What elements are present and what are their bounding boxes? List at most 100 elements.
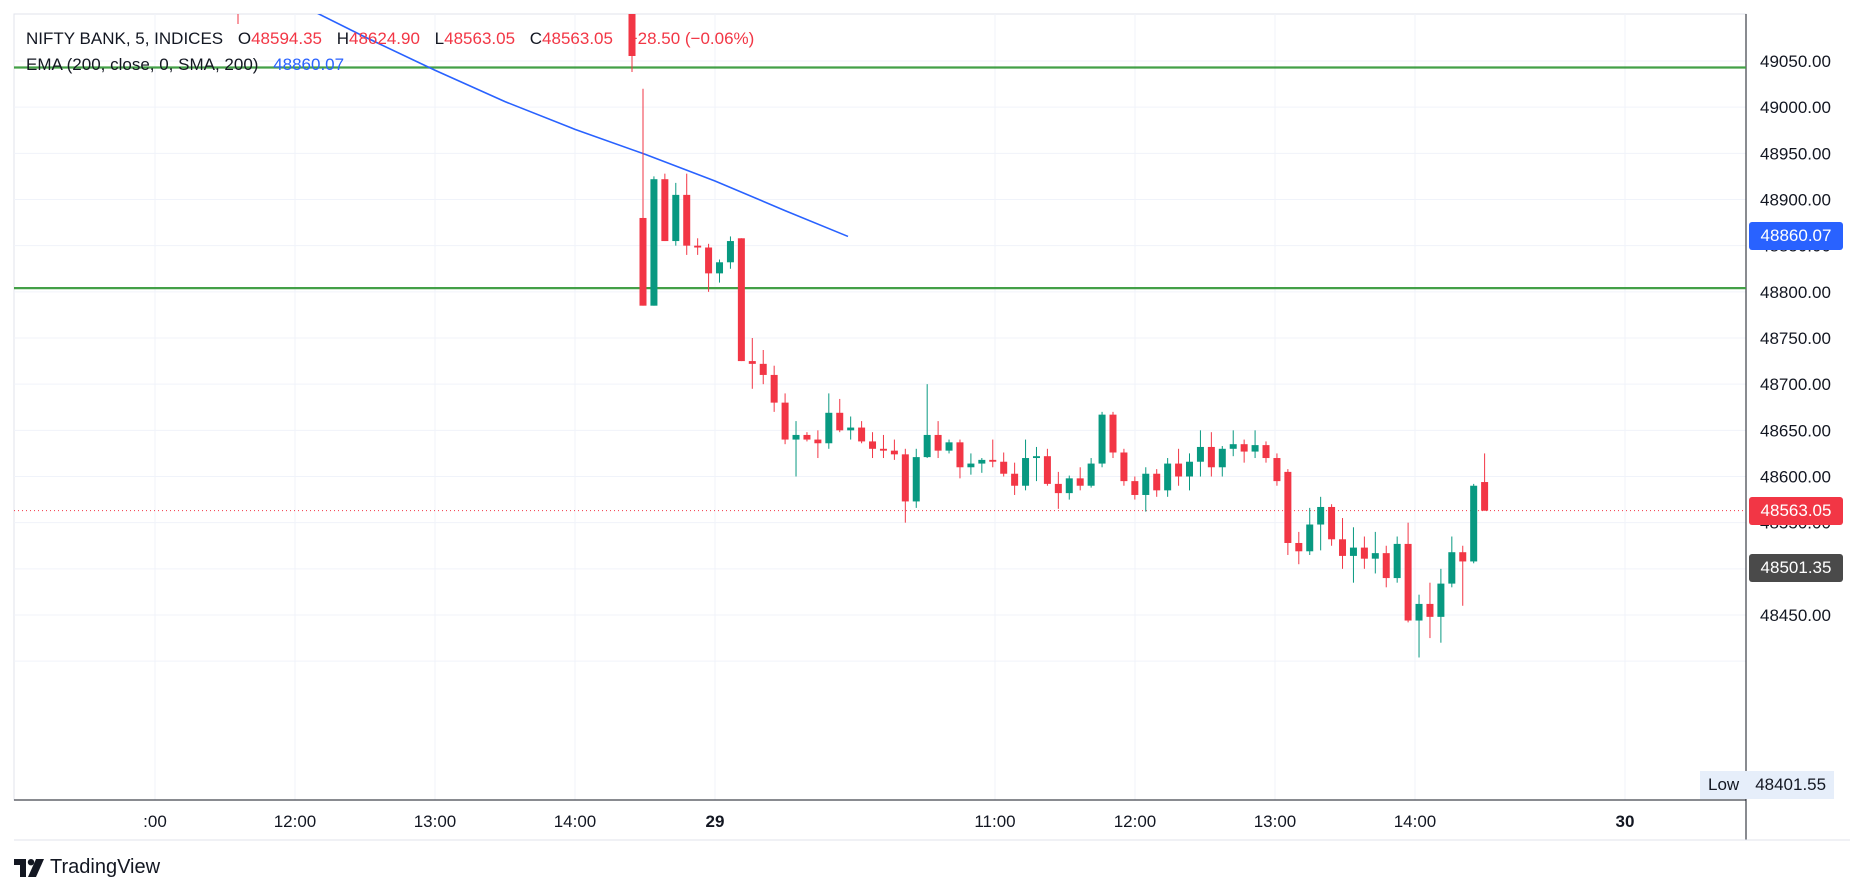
candle-body (1251, 445, 1259, 452)
candle-body (923, 434, 931, 458)
candle-body (683, 194, 691, 246)
legend-symbol[interactable]: NIFTY BANK, 5, INDICES (26, 29, 224, 48)
legend-ohlc-row: NIFTY BANK, 5, INDICES O48594.35 H48624.… (26, 26, 754, 52)
x-tick-label: 29 (706, 812, 725, 831)
x-tick-label: 14:00 (1394, 812, 1437, 831)
footer-brand[interactable]: TradingView (14, 856, 160, 879)
candle-body (748, 361, 756, 364)
crosshair-price-tag: 48501.35 (1749, 553, 1843, 582)
y-tick-label: 49000.00 (1760, 98, 1831, 117)
x-tick-label: 13:00 (1254, 812, 1297, 831)
candle-body (1426, 603, 1434, 617)
legend-low-label: L (434, 29, 445, 48)
candle-body (912, 457, 920, 502)
candle-body (869, 441, 877, 449)
legend-ema-value: 48860.07 (273, 55, 345, 74)
candle-body (1120, 452, 1128, 482)
tradingview-logo-icon (14, 858, 44, 877)
candle-body (1153, 473, 1161, 491)
candle-body (1218, 448, 1226, 468)
candle-body (989, 459, 997, 462)
legend-open-label: O (237, 29, 252, 48)
candle-body (1164, 463, 1172, 491)
candle-body (1065, 478, 1073, 494)
candle-body (1459, 552, 1467, 562)
candle-body (847, 427, 855, 431)
y-tick-label: 48650.00 (1760, 421, 1831, 440)
candle-body (1284, 471, 1292, 543)
candle-body (803, 434, 811, 440)
legend-close-label: C (529, 29, 543, 48)
candle-body (1175, 463, 1183, 477)
y-tick-label: 48900.00 (1760, 191, 1831, 210)
candle-body (1360, 547, 1368, 559)
x-tick-label: 13:00 (414, 812, 457, 831)
candle-body (1295, 542, 1303, 552)
legend: NIFTY BANK, 5, INDICES O48594.35 H48624.… (26, 26, 754, 78)
candle-body (792, 434, 800, 440)
ema-line (317, 14, 849, 238)
candle-body (1448, 552, 1456, 584)
candle-body (1415, 603, 1423, 621)
candle-body (814, 439, 822, 444)
candle-body (945, 442, 953, 451)
x-tick-label: :00 (143, 812, 167, 831)
candle-body (1076, 478, 1084, 486)
candle-body (1470, 485, 1478, 562)
y-tick-label: 48750.00 (1760, 329, 1831, 348)
candle-body (781, 402, 789, 440)
legend-open: 48594.35 (251, 29, 322, 48)
y-tick-label: 48450.00 (1760, 606, 1831, 625)
candle-body (1404, 543, 1412, 621)
x-tick-label: 12:00 (1114, 812, 1157, 831)
y-tick-label: 48600.00 (1760, 468, 1831, 487)
candle-body (1382, 553, 1390, 579)
x-tick-label: 30 (1616, 812, 1635, 831)
candle-body (705, 247, 713, 274)
low-price-tag: Low 48401.55 (1700, 771, 1835, 799)
legend-close: 48563.05 (542, 29, 613, 48)
candle-body (1393, 543, 1401, 579)
candle-body (858, 427, 866, 442)
candle-body (1109, 414, 1117, 453)
candle-body (967, 463, 975, 468)
candle-body (901, 454, 909, 502)
candle-body (1142, 473, 1150, 495)
candle-body (1317, 506, 1325, 525)
candle-body (1043, 456, 1051, 484)
candle-body (1306, 524, 1314, 552)
candle-body (1207, 446, 1215, 468)
candle-body (650, 179, 658, 306)
x-tick-label: 14:00 (554, 812, 597, 831)
candle-body (934, 434, 942, 451)
x-tick-label: 11:00 (974, 812, 1015, 831)
y-tick-label: 49050.00 (1760, 52, 1831, 71)
candles-group (237, 14, 1489, 658)
candle-body (1371, 553, 1379, 559)
candle-body (639, 217, 647, 306)
legend-ema-label[interactable]: EMA (200, close, 0, SMA, 200) (26, 55, 259, 74)
legend-high-label: H (336, 29, 350, 48)
candle-body (1262, 445, 1270, 459)
legend-change: −28.50 (−0.06%) (627, 29, 755, 48)
candle-body (1032, 456, 1040, 459)
ema-price-tag: 48860.07 (1749, 222, 1843, 251)
legend-ema-row: EMA (200, close, 0, SMA, 200) 48860.07 (26, 52, 754, 78)
candle-body (1196, 446, 1204, 462)
candle-body (1481, 482, 1489, 511)
candle-body (694, 245, 702, 248)
legend-low: 48563.05 (444, 29, 516, 48)
candle-body (1273, 458, 1281, 482)
candle-body (1437, 583, 1445, 617)
candle-body (1339, 539, 1347, 556)
candle-body (825, 412, 833, 444)
low-label: Low (1700, 771, 1748, 799)
x-tick-label: 12:00 (274, 812, 317, 831)
candle-body (1022, 458, 1030, 486)
candle-body (836, 412, 844, 431)
candle-body (890, 450, 898, 455)
y-tick-label: 48950.00 (1760, 144, 1831, 163)
candle-body (1229, 444, 1237, 449)
